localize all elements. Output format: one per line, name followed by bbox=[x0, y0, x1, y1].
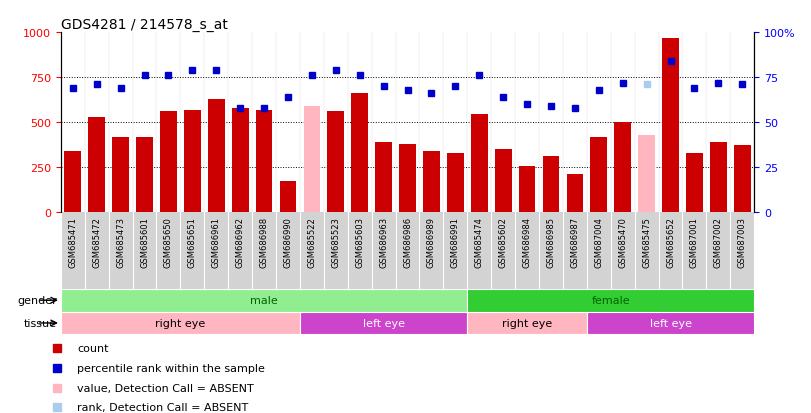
Text: GSM686990: GSM686990 bbox=[284, 216, 293, 267]
Bar bbox=[351, 94, 368, 213]
Text: GSM686984: GSM686984 bbox=[522, 216, 531, 267]
Bar bbox=[88, 117, 105, 213]
Text: GSM686962: GSM686962 bbox=[236, 216, 245, 267]
Text: GSM686986: GSM686986 bbox=[403, 216, 412, 268]
Bar bbox=[567, 175, 583, 213]
Bar bbox=[495, 150, 512, 213]
Bar bbox=[184, 110, 200, 213]
Text: GSM686989: GSM686989 bbox=[427, 216, 436, 267]
Text: rank, Detection Call = ABSENT: rank, Detection Call = ABSENT bbox=[77, 403, 248, 413]
Bar bbox=[208, 100, 225, 213]
Text: GSM685602: GSM685602 bbox=[499, 216, 508, 267]
Text: GSM686987: GSM686987 bbox=[570, 216, 579, 268]
Text: GSM687001: GSM687001 bbox=[690, 216, 699, 267]
Text: GSM685603: GSM685603 bbox=[355, 216, 364, 267]
Text: gender: gender bbox=[17, 295, 57, 306]
Bar bbox=[467, 289, 754, 312]
Bar bbox=[136, 137, 153, 213]
Text: GSM685523: GSM685523 bbox=[332, 216, 341, 267]
Text: right eye: right eye bbox=[502, 318, 552, 328]
Bar bbox=[375, 142, 392, 213]
Bar bbox=[61, 289, 467, 312]
Text: count: count bbox=[77, 344, 109, 354]
Bar bbox=[232, 109, 248, 213]
Bar bbox=[590, 137, 607, 213]
Text: GSM685475: GSM685475 bbox=[642, 216, 651, 267]
Text: GSM686963: GSM686963 bbox=[379, 216, 388, 268]
Bar bbox=[255, 110, 272, 213]
Bar bbox=[112, 137, 129, 213]
Text: GSM685470: GSM685470 bbox=[618, 216, 627, 267]
Bar bbox=[686, 153, 703, 213]
Text: value, Detection Call = ABSENT: value, Detection Call = ABSENT bbox=[77, 383, 254, 393]
Text: GSM686985: GSM686985 bbox=[547, 216, 556, 267]
Text: GSM685473: GSM685473 bbox=[116, 216, 125, 267]
Text: left eye: left eye bbox=[650, 318, 692, 328]
Text: GSM687003: GSM687003 bbox=[738, 216, 747, 267]
Text: right eye: right eye bbox=[155, 318, 205, 328]
Text: GDS4281 / 214578_s_at: GDS4281 / 214578_s_at bbox=[61, 18, 228, 32]
Text: tissue: tissue bbox=[24, 318, 57, 328]
Text: female: female bbox=[591, 295, 630, 306]
Bar bbox=[280, 181, 296, 213]
Bar bbox=[587, 312, 754, 335]
Text: GSM687004: GSM687004 bbox=[594, 216, 603, 267]
Bar bbox=[64, 152, 81, 213]
Bar bbox=[61, 312, 300, 335]
Bar bbox=[328, 112, 344, 213]
Bar bbox=[734, 145, 751, 213]
Bar bbox=[300, 312, 467, 335]
Bar bbox=[447, 153, 464, 213]
Bar bbox=[399, 145, 416, 213]
Bar bbox=[471, 115, 487, 213]
Text: GSM686961: GSM686961 bbox=[212, 216, 221, 267]
Text: GSM687002: GSM687002 bbox=[714, 216, 723, 267]
Text: left eye: left eye bbox=[363, 318, 405, 328]
Text: male: male bbox=[250, 295, 278, 306]
Bar bbox=[543, 157, 560, 213]
Text: GSM685522: GSM685522 bbox=[307, 216, 316, 267]
Text: percentile rank within the sample: percentile rank within the sample bbox=[77, 363, 265, 373]
Text: GSM685601: GSM685601 bbox=[140, 216, 149, 267]
Text: GSM686991: GSM686991 bbox=[451, 216, 460, 267]
Text: GSM685651: GSM685651 bbox=[188, 216, 197, 267]
Bar bbox=[423, 152, 440, 213]
Text: GSM685471: GSM685471 bbox=[68, 216, 77, 267]
Text: GSM685472: GSM685472 bbox=[92, 216, 101, 267]
Bar bbox=[710, 142, 727, 213]
Bar bbox=[662, 38, 679, 213]
Bar bbox=[303, 107, 320, 213]
Bar bbox=[519, 167, 535, 213]
Bar bbox=[638, 135, 655, 213]
Bar bbox=[467, 312, 587, 335]
Text: GSM685650: GSM685650 bbox=[164, 216, 173, 267]
Text: GSM686988: GSM686988 bbox=[260, 216, 268, 268]
Text: GSM685474: GSM685474 bbox=[474, 216, 483, 267]
Bar bbox=[615, 123, 631, 213]
Bar bbox=[160, 112, 177, 213]
Text: GSM685652: GSM685652 bbox=[666, 216, 675, 267]
